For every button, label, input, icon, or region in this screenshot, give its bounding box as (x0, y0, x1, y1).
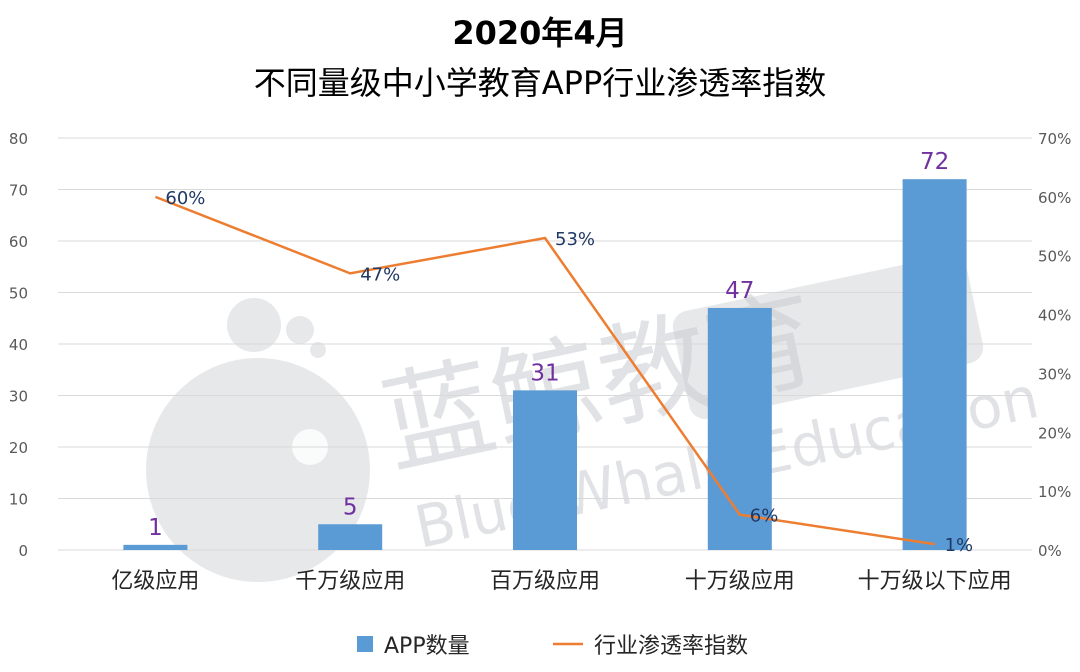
left-axis: 0 10 20 30 40 50 60 70 80 (9, 130, 28, 560)
chart-title-line1: 2020年4月 (452, 14, 628, 52)
watermark-logo-body (146, 358, 370, 582)
bar (513, 390, 577, 550)
watermark-logo-drop (227, 298, 281, 352)
chart-title-line2: 不同量级中小学教育APP行业渗透率指数 (253, 64, 827, 102)
x-tick-label: 亿级应用 (111, 569, 199, 594)
right-tick-label: 50% (1038, 248, 1071, 266)
left-tick-label: 40 (9, 336, 28, 354)
line-data-label: 53% (555, 229, 595, 250)
right-tick-label: 0% (1038, 542, 1062, 560)
right-tick-label: 20% (1038, 424, 1071, 442)
right-tick-label: 30% (1038, 365, 1071, 383)
left-tick-label: 50 (9, 285, 28, 303)
bar-data-label: 1 (148, 515, 163, 541)
watermark-logo-drop (286, 316, 314, 344)
left-tick-label: 0 (18, 542, 28, 560)
line-data-label: 6% (750, 506, 779, 527)
x-axis: 亿级应用 千万级应用 百万级应用 十万级应用 十万级以下应用 (111, 569, 1011, 594)
right-tick-label: 10% (1038, 483, 1071, 501)
x-tick-label: 千万级应用 (295, 569, 405, 594)
x-tick-label: 十万级应用 (685, 569, 795, 594)
bar (707, 307, 772, 550)
bar-data-label: 5 (343, 494, 358, 520)
line-data-label: 47% (360, 264, 400, 285)
legend-bar-label: APP数量 (384, 634, 470, 659)
left-tick-label: 20 (9, 439, 28, 457)
right-tick-label: 70% (1038, 130, 1071, 148)
watermark-logo-drop (310, 342, 326, 358)
right-tick-label: 40% (1038, 307, 1071, 325)
line-series: 60% 47% 53% 6% 1% (154, 188, 974, 556)
bar (123, 544, 188, 550)
right-axis: 0% 10% 20% 30% 40% 50% 60% 70% (1038, 130, 1071, 560)
line-data-label: 60% (165, 188, 205, 209)
bar (318, 524, 383, 550)
legend-line-label: 行业渗透率指数 (594, 634, 748, 659)
left-tick-label: 30 (9, 388, 28, 406)
bar-data-label: 72 (920, 149, 949, 175)
legend: APP数量 行业渗透率指数 (357, 634, 748, 659)
bar (902, 179, 967, 550)
series-line (154, 195, 935, 546)
legend-bar-swatch (357, 636, 373, 652)
x-tick-label: 十万级以下应用 (858, 569, 1012, 594)
left-tick-label: 60 (9, 233, 28, 251)
bar-data-label: 47 (725, 278, 754, 304)
x-tick-label: 百万级应用 (490, 569, 600, 594)
left-tick-label: 70 (9, 182, 28, 200)
bar-data-label: 31 (530, 360, 559, 386)
right-tick-label: 60% (1038, 189, 1071, 207)
line-data-label: 1% (945, 535, 974, 556)
left-tick-label: 80 (9, 130, 28, 148)
left-tick-label: 10 (9, 491, 28, 509)
